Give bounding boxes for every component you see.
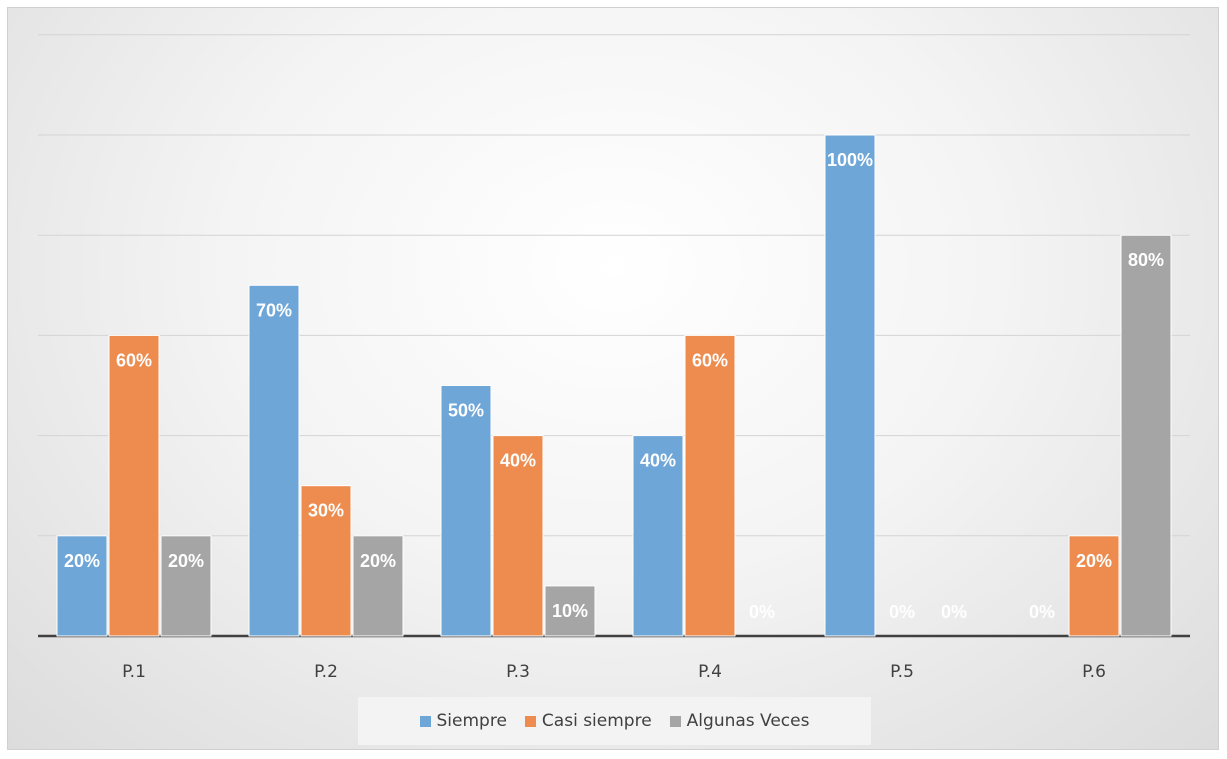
bar	[492, 435, 544, 637]
legend-swatch-siempre	[419, 715, 431, 727]
data-label: 100%	[827, 150, 873, 170]
data-label: 70%	[256, 300, 292, 320]
bar	[352, 535, 404, 637]
data-label: 40%	[640, 451, 676, 471]
x-axis-ticks: P.1 P.2 P.3 P.4 P.5 P.6	[122, 662, 1106, 682]
x-tick-label: P.6	[1082, 662, 1106, 682]
x-tick-label: P.3	[506, 662, 530, 682]
legend: Siempre Casi siempre Algunas Veces	[358, 697, 871, 745]
data-label: 30%	[308, 501, 344, 521]
data-label: 60%	[692, 350, 728, 370]
data-label: 0%	[1029, 602, 1055, 622]
legend-swatch-casi-siempre	[524, 715, 536, 727]
legend-label-casi-siempre: Casi siempre	[541, 711, 652, 731]
gridlines	[38, 34, 1190, 638]
data-label: 80%	[1128, 250, 1164, 270]
legend-item-casi-siempre: Casi siempre	[524, 711, 652, 731]
bar	[300, 485, 352, 637]
legend-item-algunas-veces: Algunas Veces	[669, 711, 810, 731]
data-labels: 20% 60% 20% 70% 30% 20% 50% 40% 10% 40% 60% 0% 100% 0…	[64, 150, 1164, 622]
data-label: 10%	[552, 601, 588, 621]
legend-item-siempre: Siempre	[419, 711, 507, 731]
data-label: 20%	[1076, 551, 1112, 571]
bar	[632, 435, 684, 637]
legend-label-siempre: Siempre	[436, 711, 507, 731]
data-label: 60%	[116, 350, 152, 370]
x-tick-label: P.5	[890, 662, 914, 682]
data-label: 20%	[168, 551, 204, 571]
bar	[108, 334, 160, 637]
legend-label-algunas-veces: Algunas Veces	[686, 711, 810, 731]
bar	[56, 535, 108, 637]
bar	[544, 585, 596, 637]
bar	[1120, 234, 1172, 637]
bar	[248, 284, 300, 637]
data-label: 20%	[64, 551, 100, 571]
data-label: 50%	[448, 401, 484, 421]
data-label: 0%	[749, 602, 775, 622]
x-tick-label: P.4	[698, 662, 722, 682]
data-label: 40%	[500, 451, 536, 471]
data-label: 20%	[360, 551, 396, 571]
bar	[160, 535, 212, 637]
x-tick-label: P.1	[122, 662, 146, 682]
x-tick-label: P.2	[314, 662, 338, 682]
bar	[824, 134, 876, 637]
legend-swatch-algunas-veces	[669, 715, 681, 727]
bar	[440, 385, 492, 637]
data-label: 0%	[941, 602, 967, 622]
data-label: 0%	[889, 602, 915, 622]
bar	[684, 334, 736, 637]
bar	[1068, 535, 1120, 637]
bars	[56, 134, 1172, 637]
